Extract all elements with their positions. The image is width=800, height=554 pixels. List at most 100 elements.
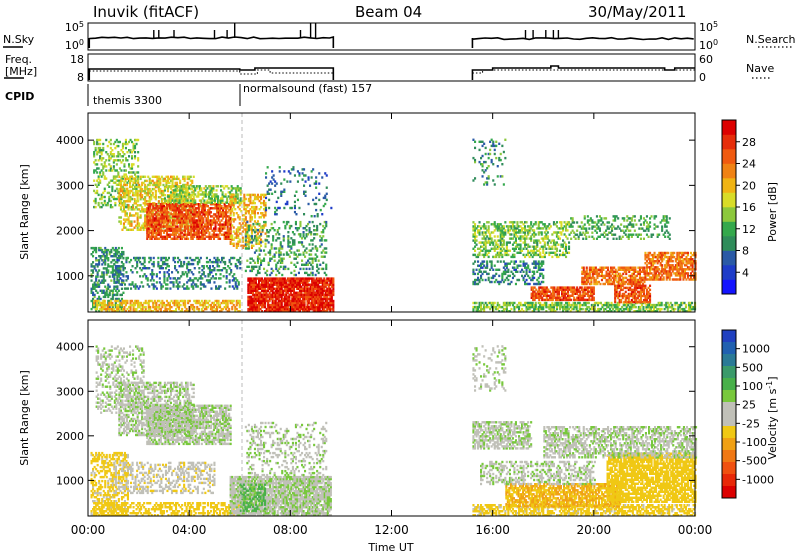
- power-cell: [309, 184, 312, 187]
- power-cell: [144, 183, 147, 187]
- power-cell: [95, 275, 98, 278]
- power-cell: [136, 208, 139, 211]
- power-cell: [210, 271, 213, 274]
- power-cell: [140, 281, 143, 284]
- power-cell: [103, 195, 106, 199]
- power-cell: [107, 283, 110, 286]
- power-cell: [119, 269, 122, 272]
- power-cell: [120, 161, 123, 164]
- power-cell: [134, 146, 137, 150]
- power-cell: [127, 177, 130, 181]
- power-cell: [144, 185, 147, 189]
- power-cell: [289, 180, 292, 183]
- power-cell: [316, 249, 319, 252]
- power-cell: [153, 202, 156, 205]
- power-cell: [104, 267, 107, 270]
- power-cell: [167, 211, 170, 214]
- power-cell: [121, 151, 124, 154]
- power-cell: [239, 260, 242, 264]
- power-cell: [96, 153, 99, 156]
- power-cell: [214, 199, 217, 202]
- power-cell: [96, 263, 99, 266]
- power-cell: [113, 275, 116, 278]
- power-cell: [138, 208, 141, 211]
- power-cell: [304, 180, 307, 183]
- power-cell: [156, 177, 159, 181]
- power-cell: [238, 303, 241, 307]
- freq-line: [88, 65, 695, 80]
- power-cell: [186, 256, 189, 260]
- power-cell: [137, 159, 140, 162]
- power-cell: [152, 265, 155, 268]
- power-cell: [118, 181, 121, 185]
- power-cell: [124, 179, 127, 183]
- power-cell: [322, 261, 325, 264]
- power-cell: [119, 293, 122, 297]
- power-cell: [171, 185, 174, 189]
- power-cell: [157, 260, 160, 264]
- power-cell: [127, 204, 130, 207]
- power-cell: [174, 198, 177, 201]
- power-cell: [122, 291, 125, 294]
- power-cell: [111, 155, 114, 158]
- power-cell: [122, 208, 125, 211]
- power-cell: [134, 303, 137, 307]
- power-cell: [135, 175, 138, 178]
- power-cell: [255, 239, 258, 242]
- power-cell: [210, 287, 213, 290]
- power-cell: [111, 259, 114, 262]
- power-cell: [152, 273, 155, 276]
- power-cell: [121, 204, 124, 207]
- power-cell: [99, 297, 102, 301]
- power-cell: [122, 200, 125, 203]
- power-cell: [286, 202, 289, 206]
- power-cell: [99, 138, 102, 142]
- power-cell: [102, 271, 105, 274]
- power-cell: [144, 198, 147, 201]
- power-cell: [94, 183, 97, 186]
- power-cell: [311, 273, 314, 277]
- power-cell: [308, 220, 311, 224]
- power-cell: [129, 175, 132, 178]
- power-cell: [111, 205, 114, 209]
- power-cell: [115, 175, 118, 178]
- power-cell: [109, 165, 112, 168]
- power-cell: [150, 181, 153, 185]
- power-cell: [116, 297, 119, 301]
- power-cell: [95, 285, 98, 288]
- power-cell: [122, 202, 125, 205]
- power-cell: [273, 255, 276, 258]
- power-cell: [101, 263, 104, 266]
- power-cell: [310, 233, 313, 236]
- power-cell: [98, 259, 101, 262]
- power-cell: [123, 283, 126, 286]
- power-cell: [92, 287, 95, 290]
- power-cell: [131, 167, 134, 170]
- power-cell: [117, 265, 120, 268]
- power-cell: [184, 299, 187, 303]
- power-cell: [120, 149, 123, 152]
- power-cell: [148, 285, 151, 288]
- power-cell: [96, 140, 99, 144]
- power-cell: [116, 273, 119, 276]
- power-cell: [154, 185, 157, 189]
- power-cell: [159, 179, 162, 183]
- power-cell: [129, 179, 132, 183]
- power-cell: [153, 181, 156, 185]
- power-cell: [303, 213, 306, 216]
- power-cell: [163, 271, 166, 274]
- power-cell: [165, 207, 168, 210]
- power-cell: [246, 259, 249, 262]
- power-cell: [302, 245, 305, 248]
- power-cell: [180, 199, 183, 202]
- nsearch-label: N.Search: [746, 33, 796, 46]
- power-cell: [144, 224, 147, 227]
- power-cell: [160, 200, 163, 203]
- power-cell: [260, 241, 263, 244]
- power-cell: [102, 195, 105, 199]
- power-cell: [250, 235, 253, 238]
- power-cell: [165, 181, 168, 185]
- power-cell: [104, 246, 107, 250]
- power-cell: [122, 256, 125, 260]
- power-cell: [130, 179, 133, 183]
